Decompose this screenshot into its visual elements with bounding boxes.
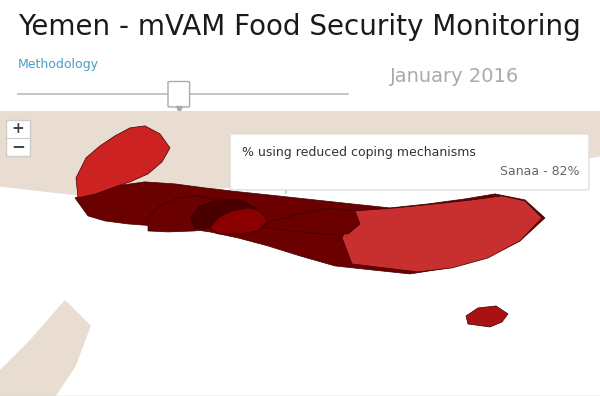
Text: Methodology: Methodology: [18, 58, 99, 70]
Polygon shape: [190, 200, 258, 230]
Text: +: +: [11, 122, 25, 136]
Polygon shape: [258, 208, 360, 234]
Text: Yemen - mVAM Food Security Monitoring: Yemen - mVAM Food Security Monitoring: [18, 13, 581, 41]
Polygon shape: [210, 208, 268, 234]
Text: −: −: [11, 137, 25, 155]
FancyBboxPatch shape: [230, 134, 589, 190]
FancyBboxPatch shape: [168, 82, 190, 107]
Text: Sanaa - 82%: Sanaa - 82%: [499, 165, 579, 178]
Polygon shape: [148, 196, 225, 232]
Polygon shape: [76, 126, 170, 198]
Polygon shape: [75, 182, 545, 274]
Polygon shape: [0, 301, 90, 396]
FancyBboxPatch shape: [6, 120, 30, 156]
Polygon shape: [466, 306, 508, 327]
Text: % using reduced coping mechanisms: % using reduced coping mechanisms: [242, 146, 476, 159]
Polygon shape: [0, 111, 600, 198]
Text: January 2016: January 2016: [390, 67, 519, 86]
Polygon shape: [342, 196, 542, 272]
